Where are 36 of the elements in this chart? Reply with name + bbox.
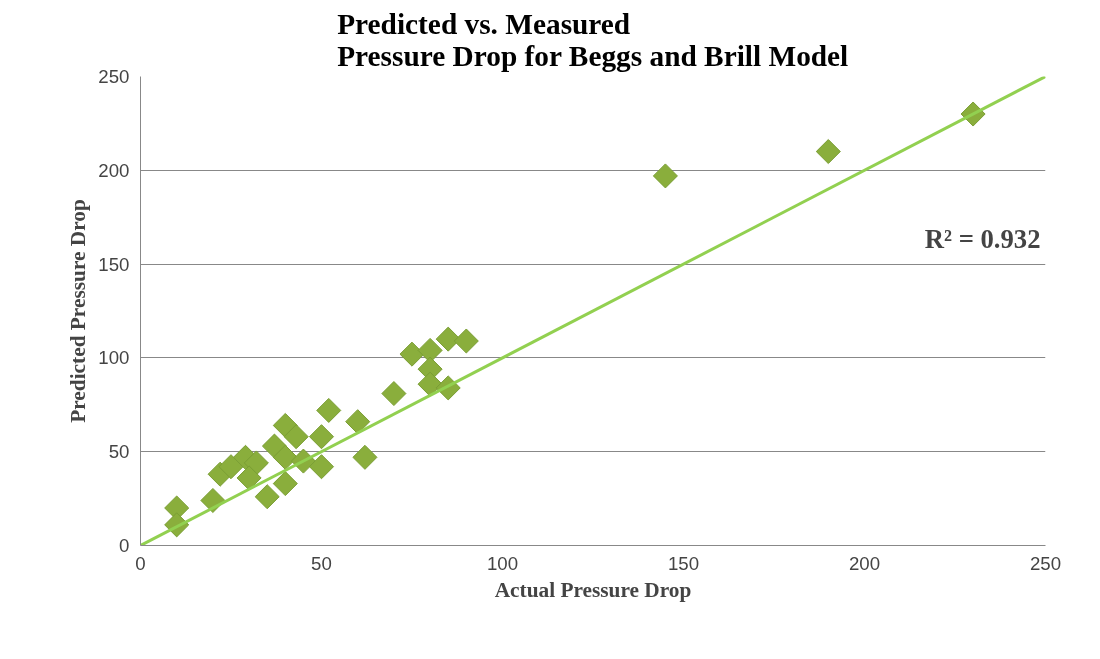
y-axis-title: Predicted Pressure Drop — [66, 199, 91, 423]
point — [815, 139, 841, 165]
point — [435, 326, 461, 352]
point — [352, 444, 378, 470]
x-tick-label: 250 — [1029, 552, 1062, 574]
y-tick-label: 250 — [98, 66, 130, 87]
annotation: R² = 0.932 — [924, 223, 1041, 254]
point — [272, 471, 298, 497]
point — [243, 450, 269, 476]
x-tick-label: 0 — [135, 552, 146, 574]
point — [399, 341, 425, 367]
point — [345, 409, 371, 435]
x-tick-label: 100 — [486, 552, 519, 574]
point — [308, 454, 335, 480]
point — [236, 465, 262, 491]
point — [417, 337, 443, 363]
point — [283, 424, 309, 450]
point — [316, 397, 342, 423]
point — [308, 424, 335, 450]
point — [218, 454, 244, 480]
y-tick-label: 0 — [119, 535, 130, 556]
y-tick-label: 150 — [98, 253, 130, 275]
point — [272, 444, 298, 470]
chart-title: Predicted vs. Measured Pressure Drop for Beggs and Brill Model — [337, 7, 849, 72]
point — [417, 371, 443, 397]
point — [381, 381, 407, 407]
x-tick-label: 50 — [311, 552, 332, 574]
y-tick-label: 50 — [108, 441, 130, 463]
point — [652, 163, 678, 189]
x-axis-title: Actual Pressure Drop — [494, 577, 692, 602]
y-tick-label: 100 — [98, 347, 130, 369]
x-tick-label: 200 — [848, 552, 881, 574]
x-tick-label: 150 — [667, 552, 700, 574]
point — [254, 484, 280, 510]
y-tick-label: 200 — [98, 159, 130, 181]
point — [453, 328, 479, 354]
